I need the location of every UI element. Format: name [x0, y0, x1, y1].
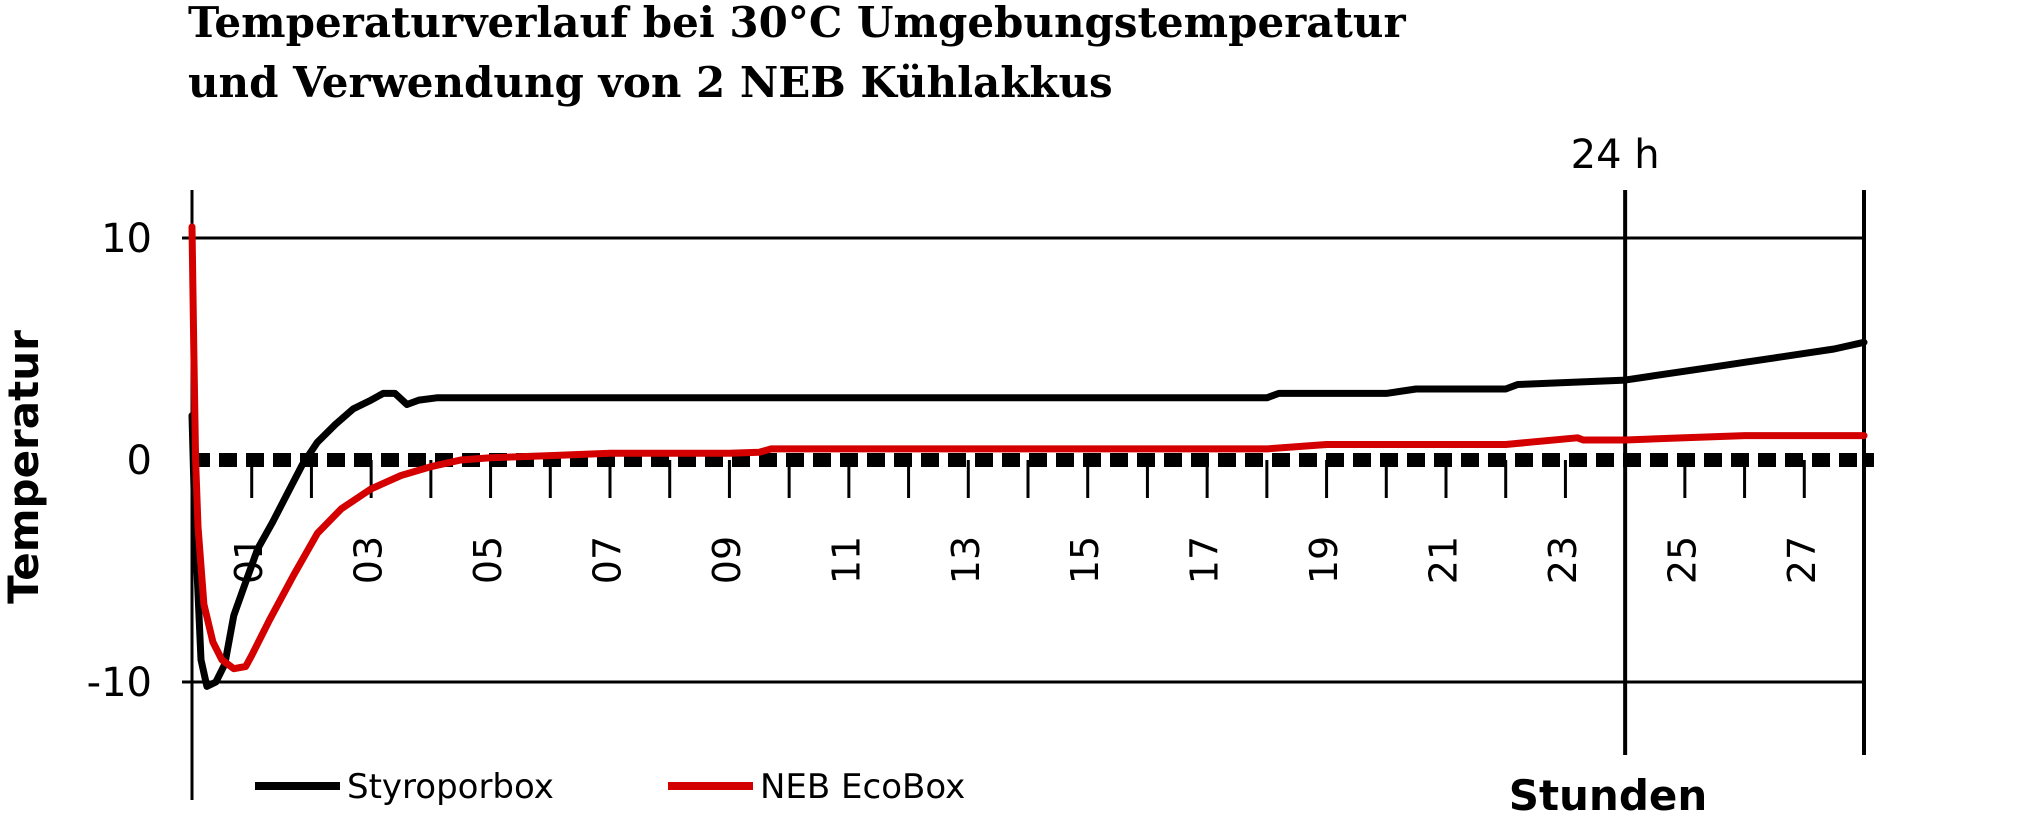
x-tick-label-05: 05 — [466, 536, 510, 584]
x-axis-label: Stunden — [1509, 771, 1708, 817]
chart-subtitle: und Verwendung von 2 NEB Kühlakkus — [188, 58, 1113, 107]
y-tick-label-10: 10 — [101, 216, 152, 262]
x-tick-label-23: 23 — [1541, 536, 1585, 584]
x-tick-label-25: 25 — [1660, 536, 1704, 584]
x-tick-label-13: 13 — [944, 536, 988, 584]
y-axis-label: Temperatur — [0, 330, 48, 604]
legend-label-neb-ecobox: NEB EcoBox — [760, 767, 965, 807]
x-tick-label-15: 15 — [1063, 536, 1107, 584]
series-layer — [188, 223, 1868, 690]
axis-layer — [190, 190, 1874, 800]
series-line-neb-ecobox — [188, 223, 1868, 673]
x-tick-label-21: 21 — [1422, 536, 1466, 584]
x-tick-label-19: 19 — [1302, 536, 1346, 584]
x-tick-label-11: 11 — [824, 536, 868, 584]
series-line-styroporbox — [188, 338, 1868, 690]
legend: Styroporbox NEB EcoBox — [255, 767, 965, 807]
grid-layer — [182, 236, 1864, 684]
chart-title: Temperaturverlauf bei 30°C Umgebungstemp… — [188, 0, 1406, 47]
x-tick-label-07: 07 — [586, 536, 630, 584]
x-tick-label-17: 17 — [1183, 536, 1227, 584]
x-tick-label-01: 01 — [227, 536, 271, 584]
y-tick-label-0: 0 — [127, 438, 152, 484]
marker-label-24: 24 h — [1571, 132, 1660, 178]
y-tick-label--10: -10 — [87, 660, 152, 706]
legend-label-styroporbox: Styroporbox — [347, 767, 554, 807]
x-tick-label-03: 03 — [347, 536, 391, 584]
x-tick-label-27: 27 — [1780, 536, 1824, 584]
label-layer: 24 h 10 0 -10 01 03 05 07 09 11 13 15 17 19 21 23 25 27 — [87, 132, 1824, 706]
x-tick-label-09: 09 — [705, 536, 749, 584]
